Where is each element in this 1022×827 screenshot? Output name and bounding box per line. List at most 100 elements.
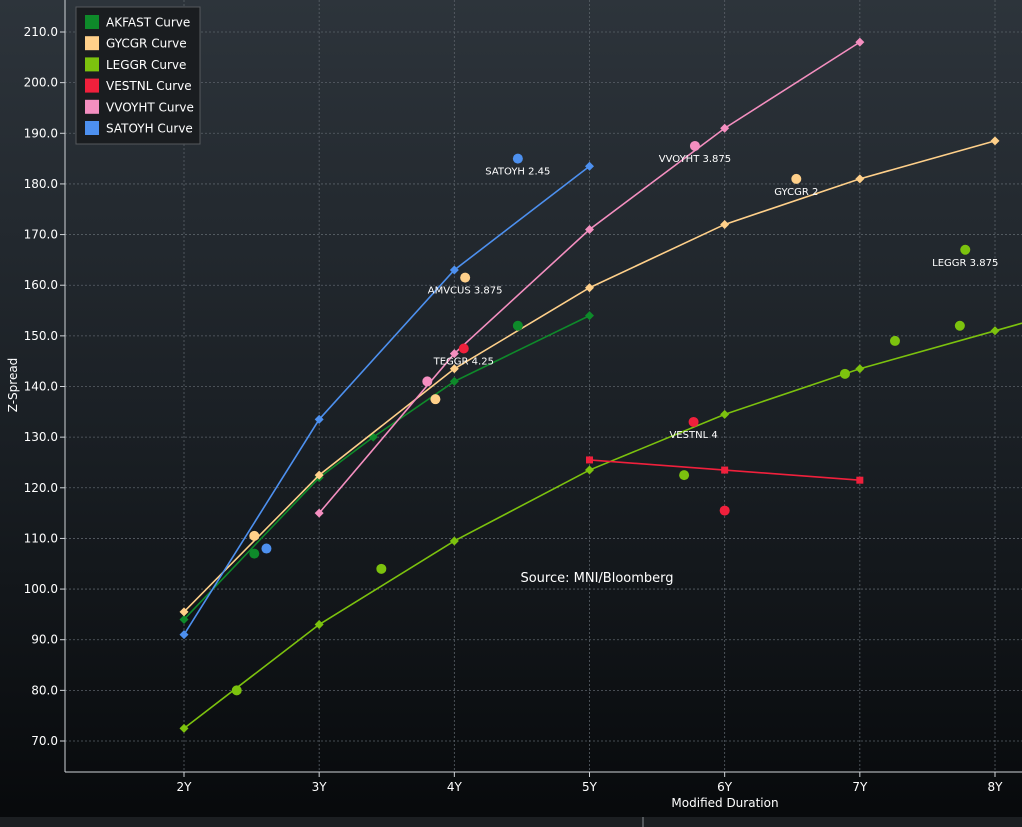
bond-label: VESTNL 4 (669, 430, 717, 441)
x-axis-title: Modified Duration (671, 796, 778, 810)
y-tick-label: 90.0 (31, 633, 58, 647)
legend-swatch-satoyh-curve (85, 121, 99, 135)
x-tick-label: 7Y (852, 780, 868, 794)
bond-point (512, 320, 523, 331)
curve-point (720, 219, 730, 229)
curve-point (855, 364, 865, 374)
bond-point (430, 394, 441, 405)
y-tick-label: 200.0 (24, 76, 58, 90)
curve-point (314, 414, 324, 424)
x-tick-label: 8Y (988, 780, 1004, 794)
bond-points-layer (231, 140, 971, 696)
curve-point (721, 466, 729, 474)
x-tick-label: 5Y (582, 780, 598, 794)
bond-point (261, 543, 272, 554)
y-tick-label: 120.0 (24, 481, 58, 495)
bond-point (679, 470, 690, 481)
curves-layer (179, 37, 1022, 733)
y-tick-label: 110.0 (24, 531, 58, 545)
annotations-layer: AMVCUS 3.875 GYCGR 2 LEGGR 3.875 TEGGR 4.25… (428, 154, 999, 441)
legend-label-leggr-curve: LEGGR Curve (106, 58, 186, 72)
bond-point (376, 563, 387, 574)
bond-label: TEGGR 4.25 (433, 357, 494, 368)
x-tick-label: 2Y (177, 780, 193, 794)
series-leggr-curve (179, 322, 1022, 733)
axes: 70.0 80.0 90.0 100.0 110.0 120.0 130.0 140.0 150… (24, 0, 1022, 794)
legend-swatch-leggr-curve (85, 57, 99, 72)
bond-label: GYCGR 2 (774, 187, 818, 198)
legend-label-satoyh-curve: SATOYH Curve (106, 122, 193, 136)
curve-point (179, 614, 189, 624)
bottom-scrollbar[interactable] (0, 817, 1022, 827)
legend: AKFAST Curve GYCGR Curve LEGGR Curve VESTNL… (75, 6, 201, 145)
curve-point (179, 607, 189, 617)
bond-point (791, 173, 802, 184)
bond-point (512, 153, 523, 164)
curve-point (585, 465, 594, 475)
curve-point (449, 349, 459, 359)
bond-point (458, 343, 469, 354)
bond-point (422, 376, 433, 387)
legend-label-vvoyht-curve: VVOYHT Curve (106, 100, 194, 114)
bond-point (689, 140, 700, 151)
curve-point (855, 37, 865, 47)
y-tick-label: 140.0 (24, 380, 58, 394)
curve-point (990, 136, 1000, 146)
y-tick-label: 180.0 (24, 177, 58, 191)
series-satoyh-curve (179, 161, 594, 640)
x-tick-label: 6Y (717, 780, 733, 794)
y-tick-label: 160.0 (24, 278, 58, 292)
legend-swatch-gycgr-curve (85, 36, 99, 51)
curve-point (179, 630, 189, 640)
y-tick-label: 150.0 (24, 329, 58, 343)
y-tick-label: 130.0 (24, 430, 58, 444)
curve-point (720, 123, 730, 133)
bond-point (889, 335, 900, 346)
bond-point (249, 548, 260, 559)
y-tick-label: 210.0 (24, 25, 58, 39)
bond-label: VVOYHT 3.875 (659, 154, 731, 165)
series-vestnl-curve (586, 456, 864, 484)
bond-point (231, 685, 242, 696)
curve-point (449, 364, 459, 374)
curve-point (449, 265, 459, 275)
legend-swatch-vvoyht-curve (85, 99, 99, 114)
x-tick-label: 3Y (312, 780, 328, 794)
curve-point (586, 456, 593, 464)
bond-label: AMVCUS 3.875 (428, 286, 503, 297)
series-gycgr-curve (179, 136, 1000, 617)
y-axis-title: Z-Spread (6, 358, 20, 413)
curve-point (314, 470, 324, 480)
y-tick-label: 70.0 (31, 734, 58, 748)
bond-point (688, 416, 699, 427)
curve-point (314, 620, 324, 630)
bond-point (839, 368, 850, 379)
legend-label-vestnl-curve: VESTNL Curve (106, 79, 192, 93)
curve-point (449, 536, 459, 546)
x-tick-label: 4Y (447, 780, 463, 794)
legend-label-gycgr-curve: GYCGR Curve (106, 37, 187, 51)
curve-point (449, 376, 459, 386)
bond-label: SATOYH 2.45 (485, 167, 550, 178)
curve-point (856, 476, 864, 484)
curve-point (585, 311, 594, 321)
y-tick-label: 80.0 (31, 683, 58, 697)
y-tick-label: 190.0 (24, 126, 58, 140)
curve-point (855, 174, 865, 184)
series-line-satoyh-curve (183, 165, 590, 636)
bond-point (719, 505, 730, 516)
curve-point (720, 409, 730, 419)
y-tick-label: 100.0 (24, 582, 58, 596)
series-vvoyht-curve (314, 37, 865, 518)
bond-point (954, 320, 965, 331)
legend-label-akfast-curve: AKFAST Curve (106, 16, 190, 30)
bond-point (249, 530, 260, 541)
series-line-leggr-curve (183, 322, 1022, 729)
legend-swatch-akfast-curve (85, 15, 99, 29)
grid-lines (65, 0, 1022, 772)
bond-point (460, 272, 471, 283)
curve-point (585, 161, 594, 171)
source-annotation: Source: MNI/Bloomberg (520, 571, 673, 586)
